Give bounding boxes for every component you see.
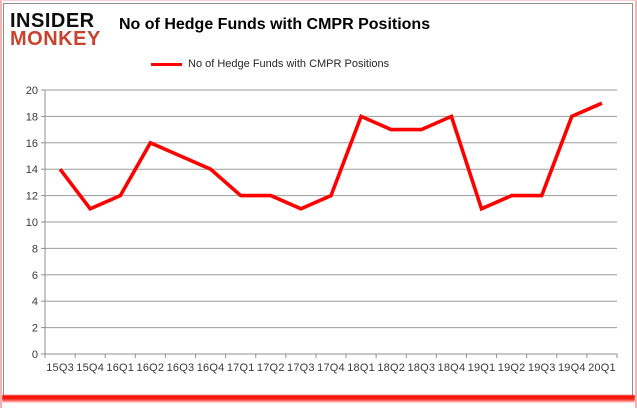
x-tick-label-18Q3: 18Q3 — [407, 362, 435, 374]
x-tick-label-15Q4: 15Q4 — [76, 362, 104, 374]
x-tick-label-17Q4: 17Q4 — [317, 362, 345, 374]
y-tick-label-8: 8 — [32, 243, 38, 255]
legend-line-marker — [151, 62, 182, 66]
x-tick-label-16Q3: 16Q3 — [167, 362, 195, 374]
x-tick-label-17Q3: 17Q3 — [287, 362, 315, 374]
x-tick-label-16Q1: 16Q1 — [106, 362, 134, 374]
logo-monkey-text: MONKEY — [10, 28, 101, 51]
x-tick-label-18Q4: 18Q4 — [438, 362, 466, 374]
legend: No of Hedge Funds with CMPR Positions — [151, 58, 389, 70]
x-tick-label-17Q1: 17Q1 — [227, 362, 255, 374]
insider-monkey-logo: INSIDER MONKEY — [10, 10, 101, 51]
x-tick-label-16Q2: 16Q2 — [137, 362, 165, 374]
y-tick-label-12: 12 — [26, 191, 38, 203]
series-line-no-of-hedge-funds-with-cmpr-positions — [58, 101, 603, 212]
y-tick-label-10: 10 — [26, 217, 38, 229]
y-tick-label-0: 0 — [32, 349, 38, 361]
bottom-red-bar — [2, 395, 635, 403]
x-tick-label-19Q2: 19Q2 — [498, 362, 526, 374]
y-tick-label-14: 14 — [26, 164, 38, 176]
y-tick-label-2: 2 — [32, 323, 38, 335]
x-tick-label-19Q3: 19Q3 — [528, 362, 556, 374]
x-tick-label-16Q4: 16Q4 — [197, 362, 225, 374]
x-tick-label-15Q3: 15Q3 — [46, 362, 74, 374]
legend-label: No of Hedge Funds with CMPR Positions — [188, 58, 390, 70]
x-tick-label-18Q2: 18Q2 — [377, 362, 405, 374]
y-tick-label-6: 6 — [32, 270, 38, 282]
y-tick-label-20: 20 — [26, 85, 38, 97]
x-tick-label-17Q2: 17Q2 — [257, 362, 285, 374]
x-tick-label-20Q1: 20Q1 — [588, 362, 616, 374]
chart-title: No of Hedge Funds with CMPR Positions — [119, 16, 431, 33]
x-tick-label-19Q4: 19Q4 — [558, 362, 586, 374]
y-tick-label-18: 18 — [26, 111, 38, 123]
x-tick-label-19Q1: 19Q1 — [468, 362, 496, 374]
x-tick-label-18Q1: 18Q1 — [347, 362, 375, 374]
logo-insider-text: INSIDER — [10, 10, 95, 32]
y-tick-label-16: 16 — [26, 138, 38, 150]
y-tick-label-4: 4 — [32, 296, 38, 308]
